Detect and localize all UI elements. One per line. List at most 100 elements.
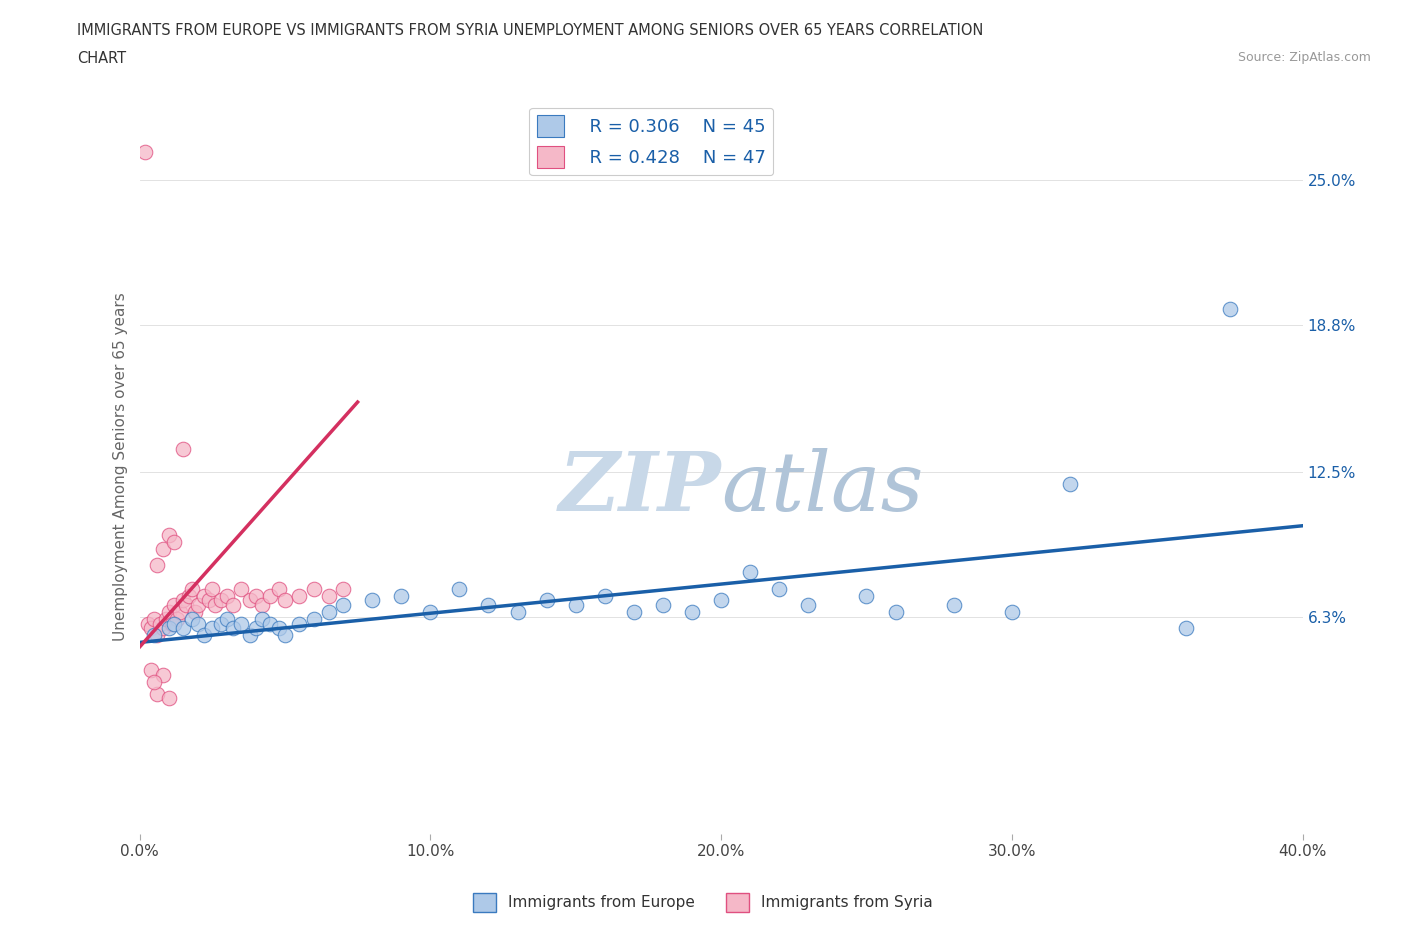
- Point: [681, 604, 703, 619]
- Point: [1175, 621, 1198, 636]
- Y-axis label: Unemployment Among Seniors over 65 years: Unemployment Among Seniors over 65 years: [114, 292, 128, 641]
- Text: Source: ZipAtlas.com: Source: ZipAtlas.com: [1237, 51, 1371, 64]
- Point: [250, 612, 273, 627]
- Point: [163, 598, 186, 613]
- Point: [623, 604, 645, 619]
- Text: IMMIGRANTS FROM EUROPE VS IMMIGRANTS FROM SYRIA UNEMPLOYMENT AMONG SENIORS OVER : IMMIGRANTS FROM EUROPE VS IMMIGRANTS FRO…: [77, 23, 984, 38]
- Point: [302, 581, 325, 596]
- Point: [855, 589, 877, 604]
- Point: [477, 598, 499, 613]
- Point: [250, 598, 273, 613]
- Point: [146, 686, 169, 701]
- Point: [269, 621, 291, 636]
- Point: [419, 604, 441, 619]
- Point: [288, 617, 311, 631]
- Legend: Immigrants from Europe, Immigrants from Syria: Immigrants from Europe, Immigrants from …: [467, 887, 939, 918]
- Point: [149, 617, 172, 631]
- Point: [143, 628, 166, 643]
- Point: [797, 598, 820, 613]
- Point: [1059, 476, 1081, 491]
- Point: [169, 604, 191, 619]
- Point: [332, 598, 354, 613]
- Point: [157, 691, 180, 706]
- Point: [288, 589, 311, 604]
- Point: [174, 598, 197, 613]
- Point: [302, 612, 325, 627]
- Point: [318, 589, 340, 604]
- Point: [215, 612, 238, 627]
- Point: [193, 628, 215, 643]
- Point: [768, 581, 790, 596]
- Point: [184, 604, 207, 619]
- Point: [157, 621, 180, 636]
- Point: [172, 621, 194, 636]
- Point: [536, 593, 558, 608]
- Point: [361, 593, 384, 608]
- Point: [710, 593, 733, 608]
- Point: [152, 668, 174, 683]
- Point: [157, 604, 180, 619]
- Point: [221, 598, 243, 613]
- Point: [593, 589, 616, 604]
- Point: [157, 527, 180, 542]
- Point: [180, 612, 202, 627]
- Point: [1001, 604, 1024, 619]
- Point: [155, 612, 177, 627]
- Point: [201, 581, 224, 596]
- Point: [239, 593, 262, 608]
- Point: [564, 598, 586, 613]
- Point: [884, 604, 907, 619]
- Point: [163, 535, 186, 550]
- Point: [204, 598, 226, 613]
- Point: [259, 617, 281, 631]
- Point: [239, 628, 262, 643]
- Point: [201, 621, 224, 636]
- Point: [172, 593, 194, 608]
- Point: [143, 674, 166, 689]
- Point: [449, 581, 471, 596]
- Point: [506, 604, 529, 619]
- Point: [152, 541, 174, 556]
- Legend:   R = 0.306    N = 45,   R = 0.428    N = 47: R = 0.306 N = 45, R = 0.428 N = 47: [530, 108, 773, 175]
- Point: [231, 581, 253, 596]
- Point: [1219, 301, 1241, 316]
- Point: [942, 598, 965, 613]
- Point: [134, 145, 156, 160]
- Point: [163, 617, 186, 631]
- Text: ZIP: ZIP: [558, 448, 721, 528]
- Point: [389, 589, 412, 604]
- Point: [245, 589, 267, 604]
- Point: [177, 589, 200, 604]
- Point: [187, 598, 209, 613]
- Point: [187, 617, 209, 631]
- Point: [180, 581, 202, 596]
- Point: [166, 612, 188, 627]
- Point: [209, 617, 232, 631]
- Point: [152, 621, 174, 636]
- Point: [215, 589, 238, 604]
- Point: [146, 628, 169, 643]
- Point: [274, 628, 297, 643]
- Point: [245, 621, 267, 636]
- Text: atlas: atlas: [721, 448, 924, 528]
- Point: [651, 598, 673, 613]
- Text: CHART: CHART: [77, 51, 127, 66]
- Point: [209, 593, 232, 608]
- Point: [193, 589, 215, 604]
- Point: [269, 581, 291, 596]
- Point: [136, 617, 159, 631]
- Point: [172, 442, 194, 457]
- Point: [146, 558, 169, 573]
- Point: [221, 621, 243, 636]
- Point: [141, 621, 163, 636]
- Point: [318, 604, 340, 619]
- Point: [332, 581, 354, 596]
- Point: [231, 617, 253, 631]
- Point: [259, 589, 281, 604]
- Point: [141, 663, 163, 678]
- Point: [740, 565, 762, 580]
- Point: [160, 617, 183, 631]
- Point: [143, 612, 166, 627]
- Point: [198, 593, 221, 608]
- Point: [274, 593, 297, 608]
